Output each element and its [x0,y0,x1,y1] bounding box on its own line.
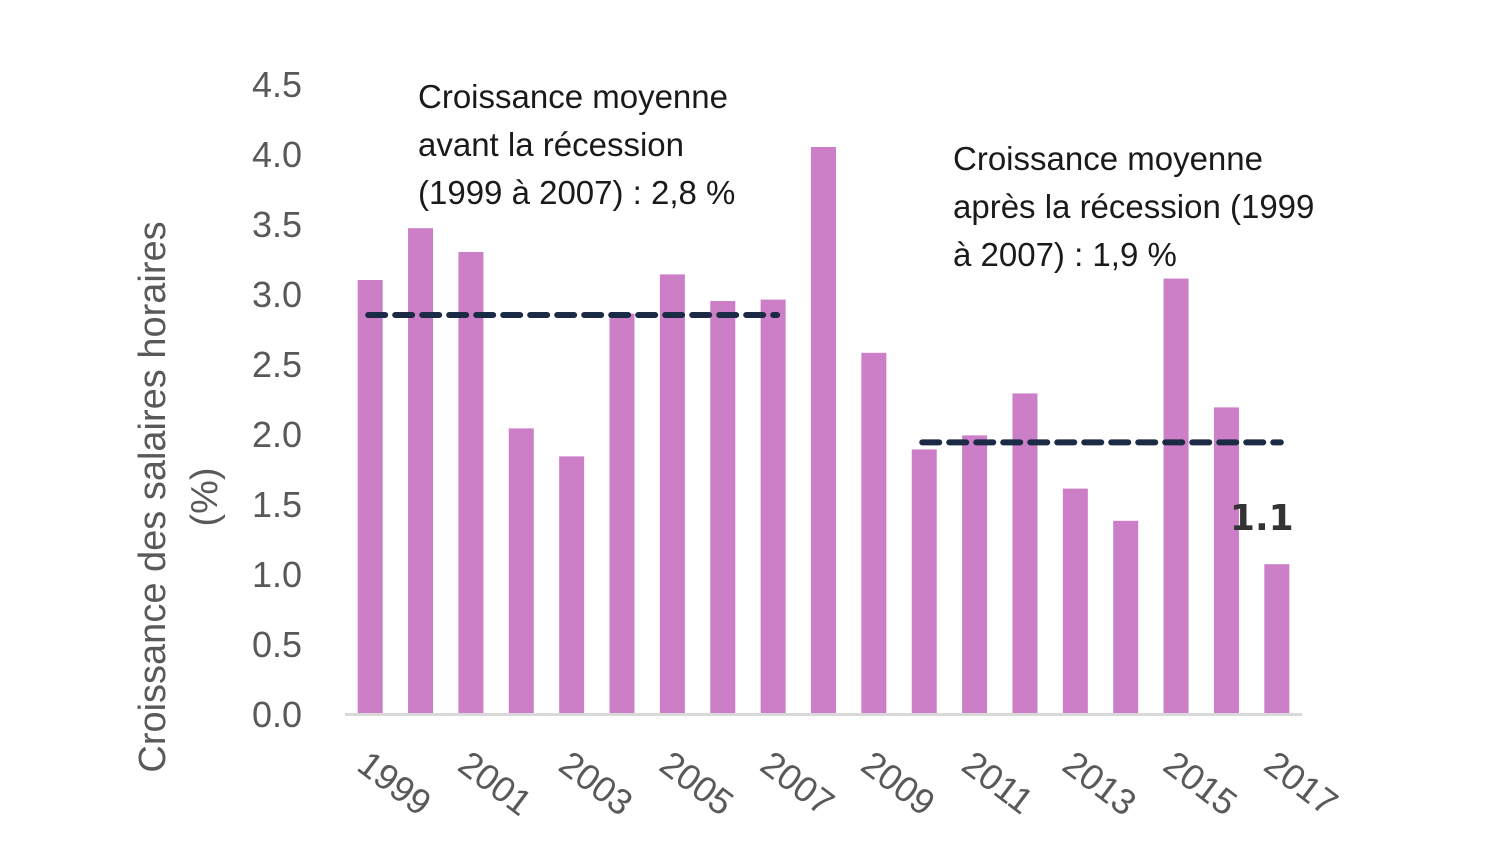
y-axis-label-line: Croissance des salaires horaires [132,221,174,772]
annotation-line: à 2007) : 1,9 % [953,236,1177,273]
y-tick-label: 3.5 [252,204,302,245]
x-tick-label: 2007 [753,743,842,824]
y-axis-label-line: (%) [184,467,226,526]
x-tick-label: 2001 [451,743,540,824]
annotation-line: Croissance moyenne [953,140,1263,177]
bar-2014 [1113,520,1139,714]
bar-2003 [559,456,585,714]
bar-2017 [1264,564,1290,714]
x-axis-ticks: 1999 2001 2003 2005 2007 2009 2011 2013 2015 2017 [350,743,1345,824]
bar-2009 [861,352,887,714]
bar-2000 [408,228,434,714]
bar-2008 [811,147,836,714]
bar-2002 [508,428,534,714]
y-tick-label: 1.0 [252,554,302,595]
x-tick-label: 2015 [1156,743,1245,824]
x-tick-label: 2005 [653,743,742,824]
x-tick-label: 1999 [350,743,439,824]
y-tick-label: 4.5 [252,64,302,105]
x-tick-label: 2017 [1257,743,1346,824]
bar-2006 [710,301,736,714]
bar-2007 [760,299,786,714]
annotation-line: avant la récession [418,126,684,163]
annotation-pre-recession: Croissance moyenne avant la récession (199… [418,78,735,211]
bar-2013 [1062,488,1088,714]
x-tick-label: 2009 [854,743,943,824]
data-label-2017: 1.1 [1230,498,1294,539]
x-tick-label: 2013 [1056,743,1145,824]
bar-2016 [1213,407,1239,714]
y-tick-label: 0.0 [252,694,302,735]
annotation-line: Croissance moyenne [418,78,728,115]
y-tick-label: 4.0 [252,134,302,175]
bar-2012 [1012,393,1038,714]
x-tick-label: 2003 [552,743,641,824]
bar-2005 [659,274,685,714]
y-tick-label: 1.5 [252,484,302,525]
y-tick-label: 0.5 [252,624,302,665]
data-labels: 1.1 [1230,498,1294,539]
bars [357,147,1290,714]
annotation-line: après la récession (1999 [953,188,1314,225]
bar-2001 [458,252,484,714]
annotation-post-recession: Croissance moyenne après la récession (19… [953,140,1314,273]
bar-2004 [609,313,635,714]
bar-2011 [962,435,988,714]
bar-2010 [911,449,937,714]
bar-1999 [357,280,383,714]
y-tick-label: 3.0 [252,274,302,315]
annotation-line: (1999 à 2007) : 2,8 % [418,174,735,211]
y-axis-label: Croissance des salaires horaires (%) [132,221,226,772]
y-tick-label: 2.5 [252,344,302,385]
x-tick-label: 2011 [955,743,1042,822]
average-lines [365,312,1284,446]
y-tick-label: 2.0 [252,414,302,455]
bar-2015 [1163,278,1189,714]
y-axis-ticks: 0.0 0.5 1.0 1.5 2.0 2.5 3.0 3.5 4.0 4.5 [252,64,302,735]
